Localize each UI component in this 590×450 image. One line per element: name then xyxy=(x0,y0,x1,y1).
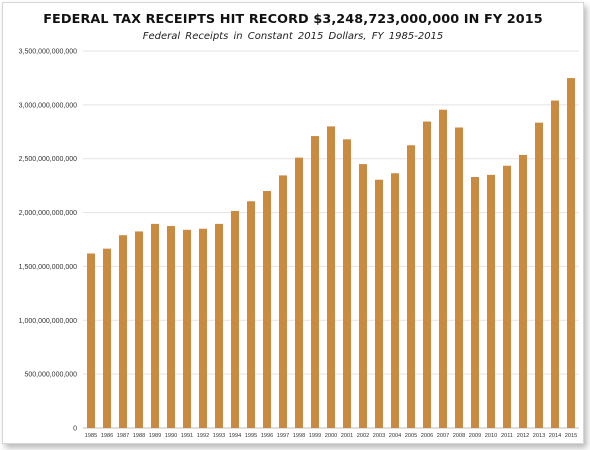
x-tick-label: 1992 xyxy=(197,433,209,439)
bar-1989 xyxy=(151,223,159,428)
bar-2000 xyxy=(327,126,335,429)
bar-1993 xyxy=(215,223,223,428)
bar-1986 xyxy=(103,248,111,428)
bar-2001 xyxy=(343,139,351,428)
x-tick-label: 1996 xyxy=(261,433,273,439)
bar-chart: 0 500,000,000,000 1,000,000,000,000 1,500,0… xyxy=(19,49,579,439)
bar-1996 xyxy=(263,191,271,428)
x-tick-label: 1999 xyxy=(309,433,321,439)
y-tick-label: 500,000,000,000 xyxy=(24,372,77,379)
chart-subtitle: Federal Receipts in Constant 2015 Dollar… xyxy=(142,31,444,42)
y-tick-label: 3,000,000,000,000 xyxy=(19,102,77,109)
chart-title: FEDERAL TAX RECEIPTS HIT RECORD $3,248,7… xyxy=(43,12,543,27)
x-tick-label: 2015 xyxy=(565,433,577,439)
bar-1992 xyxy=(199,228,207,428)
bar-2013 xyxy=(535,122,543,428)
bar-1990 xyxy=(167,226,175,428)
bar-2010 xyxy=(487,174,495,428)
x-tick-label: 1989 xyxy=(149,433,161,439)
x-tick-label: 2007 xyxy=(437,433,449,439)
x-tick-label: 2005 xyxy=(405,433,417,439)
x-tick-label: 2012 xyxy=(517,433,529,439)
y-tick-label: 3,500,000,000,000 xyxy=(19,49,77,56)
y-axis-tick-labels: 0 500,000,000,000 1,000,000,000,000 1,500,0… xyxy=(19,49,77,433)
bar-2007 xyxy=(439,109,447,428)
bar-1985 xyxy=(87,253,95,428)
x-tick-label: 2003 xyxy=(373,433,385,439)
x-tick-label: 2000 xyxy=(325,433,337,439)
bar-1995 xyxy=(247,201,255,428)
x-axis-tick-labels: 1985 1986 1987 1988 1989 1990 1991 1992 1993 1994… xyxy=(85,433,577,439)
bar-2012 xyxy=(519,154,527,429)
bar-1997 xyxy=(279,175,287,428)
x-tick-label: 1995 xyxy=(245,433,257,439)
bar-1999 xyxy=(311,136,319,428)
bar-1991 xyxy=(183,229,191,428)
x-tick-label: 2006 xyxy=(421,433,433,439)
bar-2004 xyxy=(391,173,399,428)
x-tick-label: 2002 xyxy=(357,433,369,439)
x-tick-label: 2001 xyxy=(341,433,353,439)
x-tick-label: 1987 xyxy=(117,433,129,439)
y-tick-label: 2,000,000,000,000 xyxy=(19,210,77,217)
x-tick-label: 1985 xyxy=(85,433,97,439)
x-tick-label: 1997 xyxy=(277,433,289,439)
bar-2003 xyxy=(375,179,383,428)
y-tick-label: 1,500,000,000,000 xyxy=(19,264,77,271)
y-tick-label: 0 xyxy=(73,426,77,433)
bar-2008 xyxy=(455,127,463,428)
x-tick-label: 2009 xyxy=(469,433,481,439)
x-tick-label: 2004 xyxy=(389,433,401,439)
bar-2006 xyxy=(423,121,431,428)
bar-1994 xyxy=(231,210,239,428)
bars xyxy=(87,78,575,429)
bar-2009 xyxy=(471,177,479,428)
x-tick-label: 1994 xyxy=(229,433,241,439)
bar-1988 xyxy=(135,231,143,428)
bar-1998 xyxy=(295,157,303,428)
bar-2002 xyxy=(359,164,367,428)
x-tick-label: 1990 xyxy=(165,433,177,439)
chart-frame: FEDERAL TAX RECEIPTS HIT RECORD $3,248,7… xyxy=(2,2,584,444)
x-tick-label: 2008 xyxy=(453,433,465,439)
y-tick-label: 2,500,000,000,000 xyxy=(19,156,77,163)
bar-2015 xyxy=(567,78,575,428)
bar-2014 xyxy=(551,100,559,428)
x-tick-label: 1986 xyxy=(101,433,113,439)
bar-2011 xyxy=(503,165,511,429)
bar-2005 xyxy=(407,145,415,428)
x-tick-label: 1988 xyxy=(133,433,145,439)
x-tick-label: 2010 xyxy=(485,433,497,439)
x-tick-label: 2013 xyxy=(533,433,545,439)
x-tick-label: 2011 xyxy=(501,433,513,439)
bar-1987 xyxy=(119,235,127,428)
x-tick-label: 1998 xyxy=(293,433,305,439)
y-tick-label: 1,000,000,000,000 xyxy=(19,318,77,325)
x-tick-label: 2014 xyxy=(549,433,561,439)
x-tick-label: 1991 xyxy=(181,433,193,439)
x-tick-label: 1993 xyxy=(213,433,225,439)
